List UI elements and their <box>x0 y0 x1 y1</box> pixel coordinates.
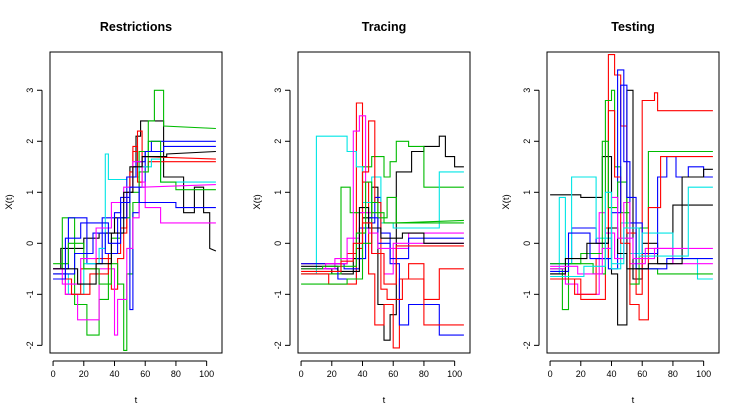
y-tick-label: -1 <box>25 290 35 298</box>
x-tick-label: 40 <box>357 369 367 379</box>
series-group <box>301 102 464 349</box>
plot-box <box>49 51 223 354</box>
series-line-4 <box>301 135 464 275</box>
x-tick-label: 40 <box>606 369 616 379</box>
series-line-10 <box>53 150 216 285</box>
y-tick-label: -2 <box>273 341 283 349</box>
y-tick-label: 0 <box>522 241 532 246</box>
x-tick-label: 80 <box>419 369 429 379</box>
series-line-3 <box>53 140 216 311</box>
series-line-5 <box>550 201 713 295</box>
series-line-9 <box>301 212 464 270</box>
plot-box <box>546 51 720 354</box>
y-axis-label: X(t) <box>4 194 15 209</box>
series-line-8 <box>550 84 713 272</box>
series-line-11 <box>301 181 464 270</box>
panel-title: Tracing <box>362 20 406 34</box>
series-group <box>550 54 713 326</box>
series-group <box>53 89 217 351</box>
x-tick-label: 80 <box>171 369 181 379</box>
y-tick-label: 1 <box>25 190 35 195</box>
series-line-8 <box>53 145 216 275</box>
panel-title: Testing <box>611 20 655 34</box>
y-axis-label: X(t) <box>501 194 512 209</box>
y-tick-label: 2 <box>273 139 283 144</box>
x-tick-label: 0 <box>51 369 56 379</box>
series-line-9 <box>53 161 216 285</box>
y-tick-label: 1 <box>522 190 532 195</box>
x-axis-label: t <box>135 395 138 406</box>
x-axis-label: t <box>632 395 635 406</box>
x-tick-label: 80 <box>668 369 678 379</box>
series-line-10 <box>550 196 713 275</box>
x-tick-label: 60 <box>140 369 150 379</box>
x-tick-label: 60 <box>388 369 398 379</box>
y-axis-label: X(t) <box>252 194 263 209</box>
y-tick-label: 3 <box>25 88 35 93</box>
series-line-4 <box>53 153 216 295</box>
x-tick-label: 100 <box>199 369 214 379</box>
x-tick-label: 100 <box>447 369 462 379</box>
y-tick-label: 1 <box>273 190 283 195</box>
series-line-0 <box>53 120 217 270</box>
plot-area: 0 20 40 60 80 100 -2 -1 0 1 2 3 <box>522 51 720 379</box>
x-tick-label: 60 <box>637 369 647 379</box>
series-line-5 <box>53 181 216 336</box>
y-tick-label: -2 <box>522 341 532 349</box>
y-tick-label: 3 <box>522 88 532 93</box>
plot-area: 0 20 40 60 80 100 -2 -1 0 1 2 3 <box>273 51 471 379</box>
series-line-8 <box>301 217 464 270</box>
series-line-9 <box>550 168 713 275</box>
x-tick-label: 20 <box>327 369 337 379</box>
panel-title: Restrictions <box>100 20 172 34</box>
x-tick-label: 40 <box>109 369 119 379</box>
panel-tracing: Tracing t X(t) 0 20 40 60 80 100 -2 -1 0 1 2 3 <box>252 20 471 406</box>
series-line-2 <box>301 140 464 275</box>
panel-testing: Testing t X(t) 0 20 40 60 80 100 -2 -1 0 1 2 3 <box>501 20 720 406</box>
y-tick-label: -2 <box>25 341 35 349</box>
panel-restrictions: Restrictions t X(t) 0 20 40 60 80 100 -2 -1 0 1 2 3 <box>4 20 223 406</box>
series-line-1 <box>301 102 464 349</box>
series-line-7 <box>301 196 464 285</box>
y-tick-label: 0 <box>273 241 283 246</box>
series-line-4 <box>550 176 713 280</box>
y-tick-label: -1 <box>522 290 532 298</box>
series-line-6 <box>301 120 464 326</box>
plot-box <box>297 51 471 354</box>
y-tick-label: 0 <box>25 241 35 246</box>
plot-area: 0 20 40 60 80 100 -2 -1 0 1 2 3 <box>25 51 223 379</box>
x-tick-label: 20 <box>79 369 89 379</box>
series-line-11 <box>53 186 216 280</box>
x-tick-label: 0 <box>299 369 304 379</box>
y-tick-label: -1 <box>273 290 283 298</box>
y-tick-label: 2 <box>25 139 35 144</box>
y-tick-label: 2 <box>522 139 532 144</box>
series-line-11 <box>550 186 713 278</box>
x-axis-label: t <box>383 395 386 406</box>
series-line-2 <box>53 89 216 351</box>
x-tick-label: 0 <box>548 369 553 379</box>
series-line-12 <box>301 222 464 285</box>
x-tick-label: 100 <box>696 369 711 379</box>
y-tick-label: 3 <box>273 88 283 93</box>
x-tick-label: 20 <box>576 369 586 379</box>
